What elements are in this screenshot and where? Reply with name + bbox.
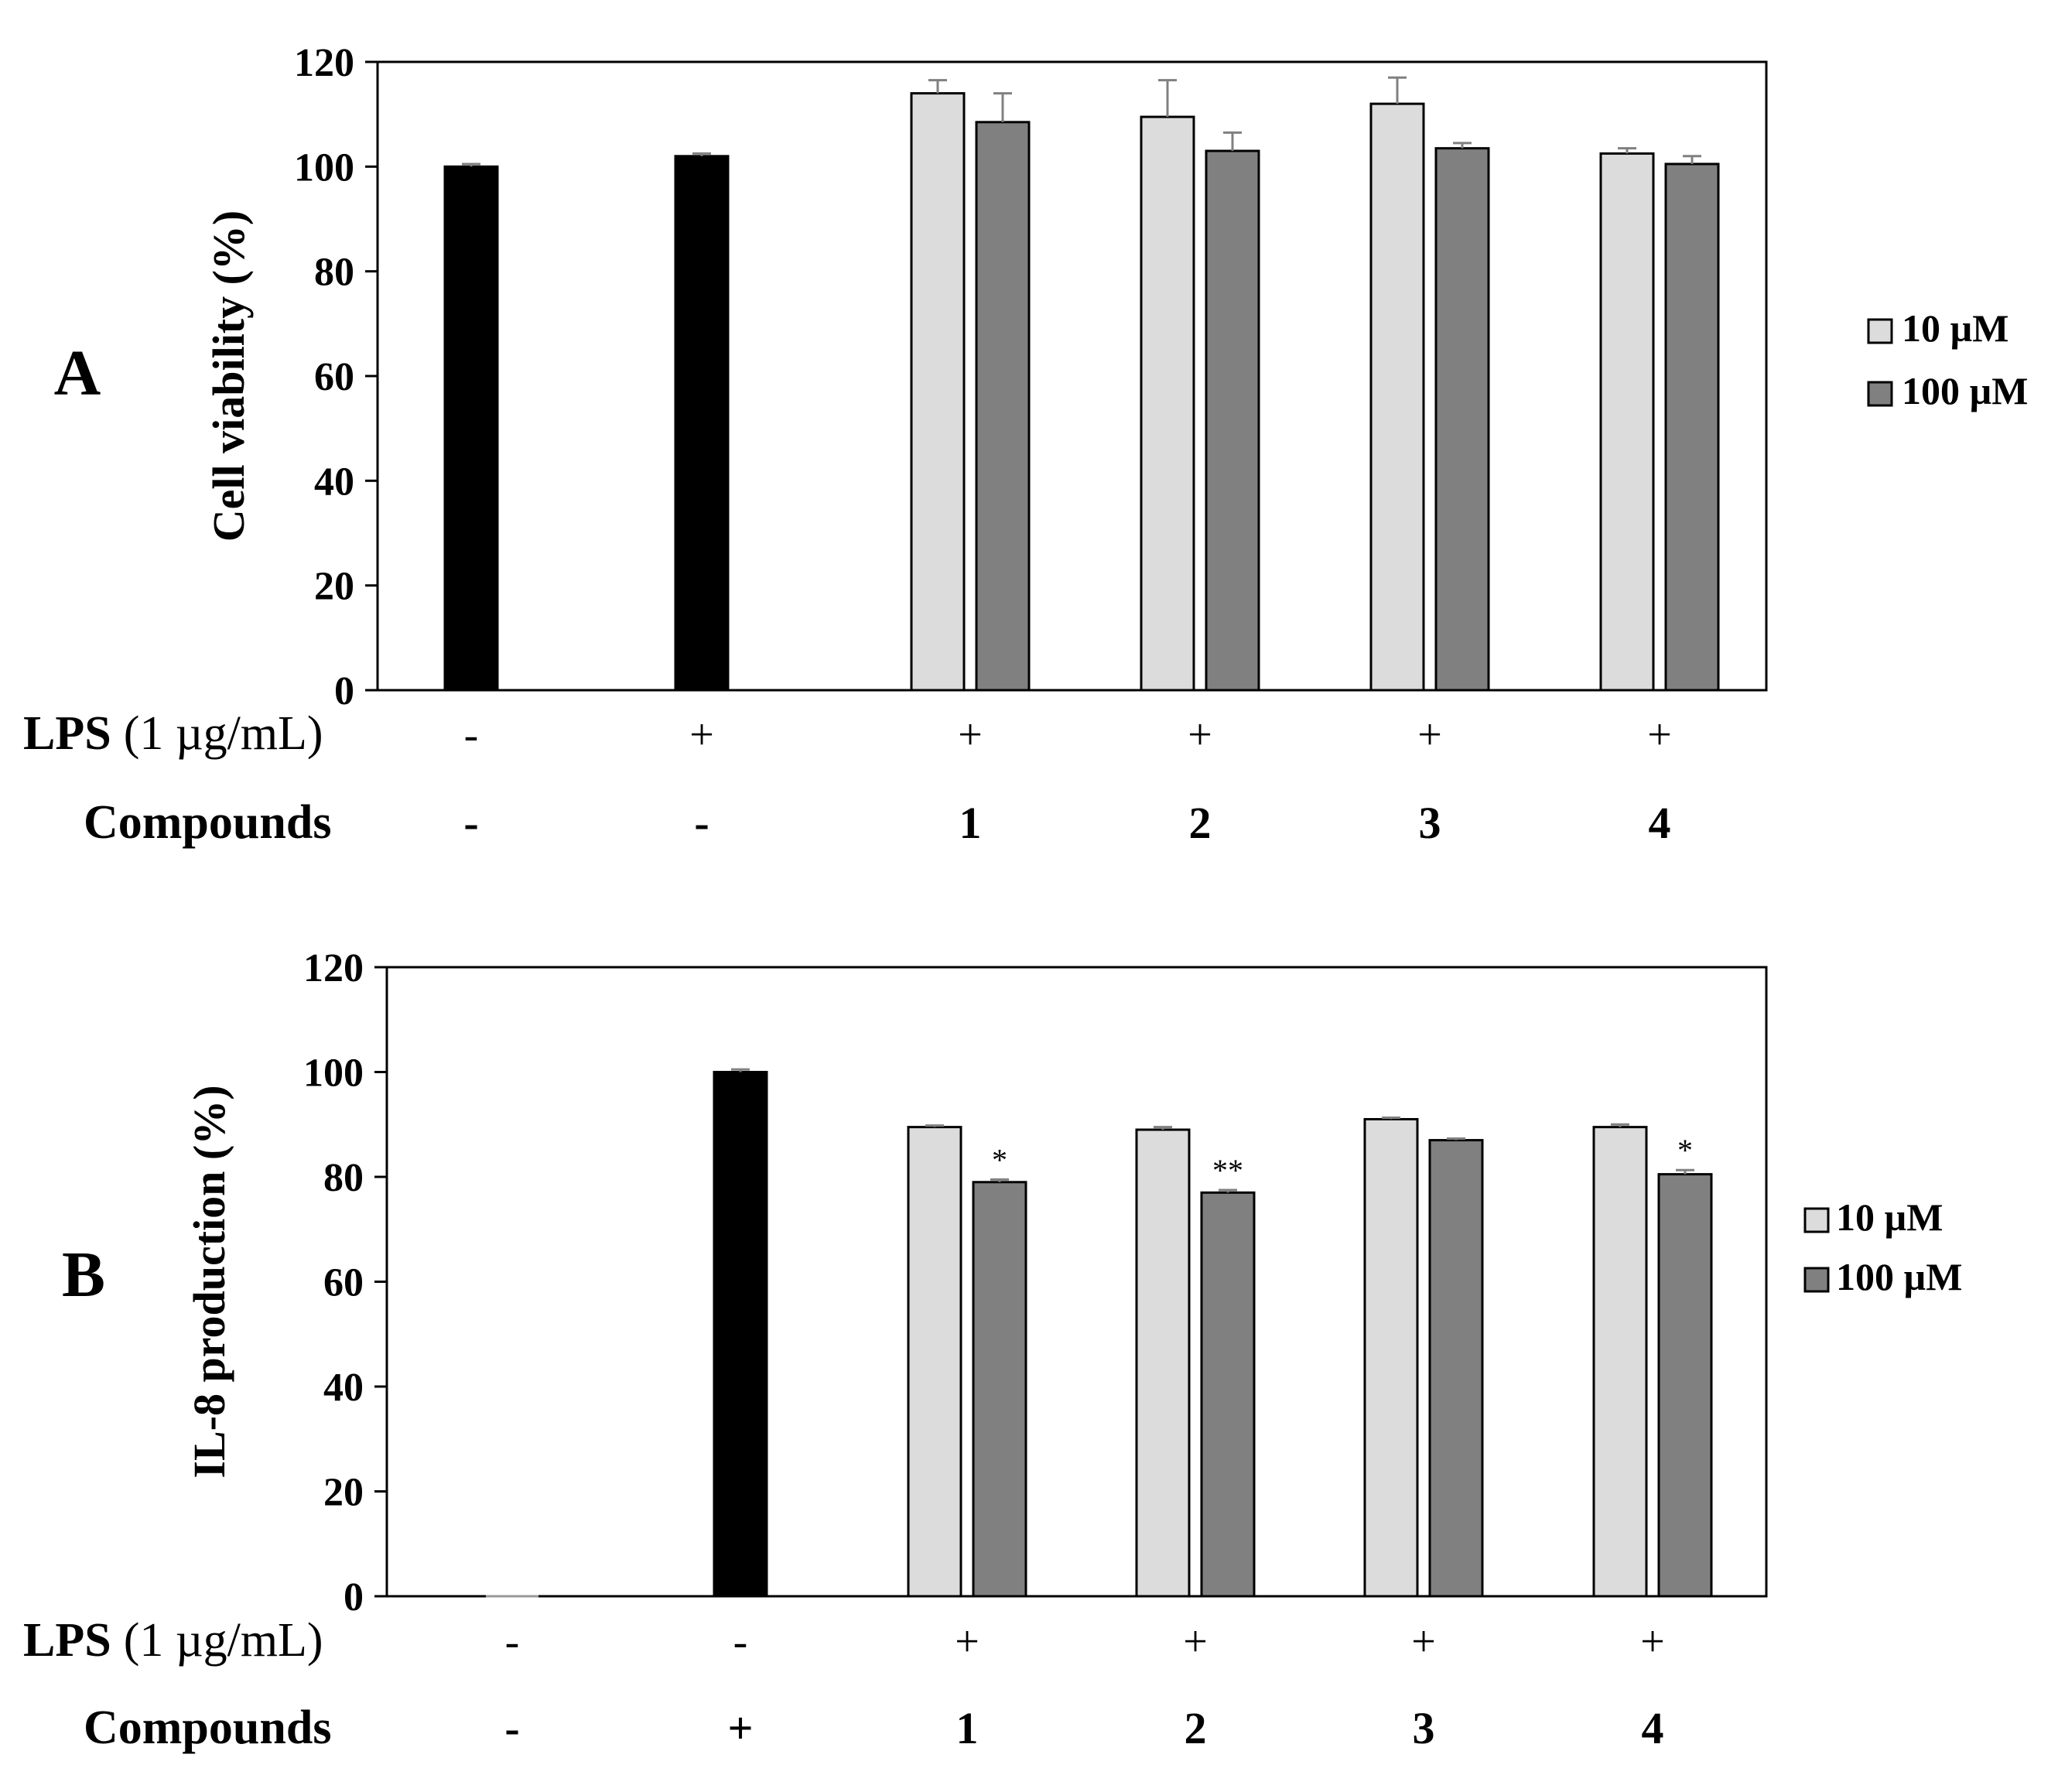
legend-swatch [1867, 381, 1893, 407]
compound-value: + [727, 1703, 753, 1753]
bar-group4-10uM [1140, 115, 1195, 692]
compound-value: 1 [956, 1703, 979, 1753]
y-tick-label: 80 [314, 251, 354, 295]
bar-group3-100uM [972, 1181, 1027, 1598]
legend-label: 10 µM [1902, 306, 2009, 350]
lps-value: + [958, 711, 983, 759]
lps-value: + [1417, 711, 1442, 759]
bar-group1-control [443, 165, 499, 692]
bar-group4-100uM [1200, 1191, 1256, 1598]
bar-group3-10uM [907, 1126, 962, 1598]
panel-label: B [62, 1239, 105, 1311]
y-tick-label: 100 [303, 1052, 364, 1096]
bar-group6-10uM [1599, 152, 1655, 692]
chart-panel-B: 0 20 40 60 80 100 120 IL-8 production (%) B - - - + *… [23, 946, 1963, 1754]
compound-value: 4 [1649, 798, 1671, 848]
lps-label-unit: (1 µg/mL) [124, 1614, 323, 1667]
lps-row-label: LPS (1 µg/mL) [23, 707, 323, 760]
compound-value: 4 [1642, 1703, 1664, 1753]
compound-value: 2 [1189, 798, 1212, 848]
lps-value: + [689, 711, 714, 759]
lps-value: + [1411, 1618, 1436, 1666]
compounds-row-label: Compounds [84, 796, 331, 849]
y-tick-label: 120 [294, 41, 354, 85]
significance-marker: * [1677, 1133, 1693, 1168]
bar-group6-100uM [1657, 1173, 1713, 1598]
y-tick-label: 20 [323, 1471, 364, 1515]
y-tick-label: 80 [323, 1156, 364, 1200]
bar-group5-100uM [1434, 147, 1490, 692]
y-tick-label: 60 [314, 355, 354, 399]
bar-group4-10uM [1135, 1128, 1191, 1598]
bar-group5-10uM [1363, 1117, 1419, 1598]
lps-value: - [733, 1618, 748, 1666]
lps-value: + [1647, 711, 1672, 759]
bar-group2-control [674, 155, 730, 692]
y-axis-label: IL-8 production (%) [184, 1085, 234, 1478]
panel-label: A [54, 337, 101, 409]
lps-value: + [1183, 1618, 1208, 1666]
plot-frame [376, 60, 1768, 692]
y-tick-label: 20 [314, 565, 354, 609]
y-tick-label: 0 [334, 669, 354, 713]
y-tick-label: 100 [294, 145, 354, 190]
legend-label: 100 µM [1836, 1255, 1963, 1298]
lps-label-bold: LPS [23, 707, 111, 760]
compound-value: 3 [1413, 1703, 1435, 1753]
bar-group2-control [713, 1071, 768, 1598]
y-tick-label: 40 [323, 1366, 364, 1410]
y-tick-label: 0 [344, 1575, 364, 1619]
lps-label-unit: (1 µg/mL) [124, 707, 323, 760]
y-tick-label: 60 [323, 1261, 364, 1305]
compound-value: 3 [1419, 798, 1441, 848]
lps-value: - [464, 711, 479, 759]
lps-value: + [1188, 711, 1212, 759]
lps-value: + [1640, 1618, 1665, 1666]
y-tick-label: 120 [303, 946, 364, 990]
y-tick-label: 40 [314, 460, 354, 504]
significance-marker: * [992, 1142, 1007, 1177]
compounds-row-label: Compounds [84, 1701, 331, 1754]
bar-group6-10uM [1592, 1126, 1648, 1598]
legend-swatch [1803, 1207, 1830, 1233]
compound-value: - [463, 798, 478, 848]
bar-group5-10uM [1369, 102, 1425, 692]
bar-group5-100uM [1428, 1139, 1484, 1598]
legend-swatch [1867, 318, 1893, 344]
lps-value: + [955, 1618, 979, 1666]
plot-frame [385, 966, 1768, 1598]
chart-panel-A: 0 20 40 60 80 100 120 Cell viability (%) A - - + - +1… [23, 41, 2029, 849]
significance-marker: ** [1212, 1153, 1243, 1188]
compound-value: 1 [959, 798, 982, 848]
bar-group3-100uM [975, 121, 1031, 692]
lps-row-label: LPS (1 µg/mL) [23, 1614, 323, 1667]
legend-swatch [1803, 1267, 1830, 1293]
bar-group4-100uM [1205, 149, 1260, 692]
legend-label: 10 µM [1836, 1195, 1943, 1239]
lps-label-bold: LPS [23, 1614, 111, 1667]
compound-value: 2 [1185, 1703, 1207, 1753]
bar-group3-10uM [910, 92, 966, 692]
lps-value: - [505, 1618, 520, 1666]
bar-group6-100uM [1664, 162, 1720, 692]
compound-value: - [504, 1703, 519, 1753]
y-axis-label: Cell viability (%) [203, 210, 254, 542]
compound-value: - [694, 798, 709, 848]
legend-label: 100 µM [1902, 369, 2029, 412]
